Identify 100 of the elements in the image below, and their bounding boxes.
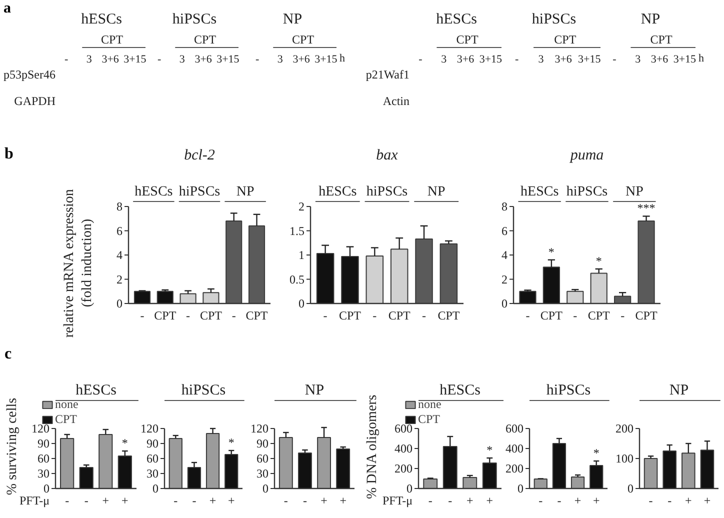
chart-title: bcl-2	[184, 148, 216, 164]
y-tick-label: 1	[298, 248, 304, 262]
chart-title: puma	[569, 148, 604, 164]
text: 3+15	[124, 54, 147, 66]
x-tick-label: -	[668, 494, 672, 508]
text: -	[418, 54, 423, 66]
x-tick-label: +	[486, 494, 494, 508]
legend-label: CPT	[55, 412, 78, 427]
y-tick-label: 0	[518, 482, 524, 496]
x-tick-label: CPT	[438, 308, 460, 322]
y-tick-label: 200	[506, 462, 524, 476]
text: CPT	[194, 32, 216, 46]
x-tick-label: +	[102, 494, 110, 508]
x-tick-label: CPT	[635, 308, 658, 322]
x-tick-label: -	[428, 494, 432, 508]
x-tick-label: -	[573, 308, 578, 322]
x-tick-label: +	[592, 494, 600, 508]
x-tick-label: -	[557, 494, 562, 508]
text: CPT	[101, 32, 124, 46]
y-tick-label: 2	[116, 272, 122, 286]
text: hESCs	[134, 184, 173, 200]
text: 3	[441, 54, 448, 66]
y-tick-label: 120	[250, 422, 268, 436]
x-tick-label: CPT	[200, 308, 223, 322]
y-tick-label: 0.5	[290, 272, 304, 286]
y-tick-label: 100	[616, 452, 634, 466]
text: h	[698, 52, 704, 64]
y-tick-label: 0	[406, 482, 412, 496]
y-tick-label: 8	[502, 200, 508, 214]
text: hiPSCs	[178, 184, 220, 200]
y-tick-label: 4	[116, 248, 122, 262]
text: 3+15	[479, 54, 503, 66]
text: b	[4, 146, 14, 162]
text: 3+15	[314, 54, 338, 66]
x-tick-label: -	[538, 494, 543, 508]
y-tick-label: 200	[616, 422, 634, 436]
x-tick-label: -	[302, 494, 307, 508]
text: 3+6	[292, 54, 310, 66]
x-tick-label: +	[466, 494, 474, 508]
x-tick-label: -	[372, 308, 377, 322]
y-tick-label: 60	[256, 452, 268, 466]
x-tick-label: +	[340, 494, 347, 508]
legend-label: none	[55, 397, 78, 412]
category-label: NP	[640, 12, 660, 28]
x-tick-label: CPT	[588, 308, 611, 322]
chart-title: NP	[669, 382, 689, 398]
y-tick-label: 0	[628, 482, 634, 496]
chart-title: hiPSCs	[546, 382, 591, 398]
y-tick-label: 2	[298, 200, 304, 214]
text: c	[4, 346, 12, 362]
y-tick-label: 0	[116, 296, 122, 310]
y-tick-label: 0	[262, 482, 268, 496]
text: 3+6	[194, 54, 212, 66]
text: hiPSCs	[366, 184, 408, 200]
text: p21Waf1	[366, 68, 410, 82]
y-tick-label: 60	[38, 452, 50, 466]
x-tick-label: CPT	[246, 308, 268, 322]
x-tick-label: CPT	[388, 308, 412, 322]
y-tick-label: 200	[394, 462, 412, 476]
x-tick-label: -	[192, 494, 196, 508]
x-tick-label: +	[685, 494, 692, 508]
x-tick-label: -	[232, 308, 236, 322]
x-tick-label: -	[284, 494, 288, 508]
y-tick-label: 0	[44, 482, 50, 496]
category-label: hESCs	[436, 12, 478, 28]
chart-title: hESCs	[76, 382, 117, 398]
text: 3	[179, 54, 185, 66]
x-tick-label: -	[448, 494, 452, 508]
text: CPT	[292, 32, 314, 46]
y-tick-label: 400	[394, 442, 412, 456]
text: hESCs	[520, 184, 559, 200]
text: 3+6	[456, 54, 475, 66]
data-label: *	[122, 436, 128, 450]
data-label: *	[593, 446, 600, 460]
text: -	[255, 54, 260, 66]
data-label: ***	[637, 201, 656, 216]
text: 3	[277, 54, 283, 66]
text: NP	[427, 184, 446, 200]
y-tick-label: 4	[502, 248, 508, 262]
x-tick-label: CPT	[540, 308, 564, 322]
text: 3	[538, 54, 544, 66]
text: p53pSer46	[4, 68, 56, 82]
x-tick-label: -	[526, 308, 530, 322]
y-axis-title: relative mRNA expression (fold induction)	[62, 189, 95, 338]
text: -	[612, 54, 616, 66]
x-tick-label: -	[140, 308, 144, 322]
text: 3+6	[554, 54, 572, 66]
text: 3+15	[216, 54, 240, 66]
chart-title: NP	[304, 382, 324, 398]
text: CPT	[456, 32, 479, 46]
y-tick-label: 90	[38, 436, 50, 450]
category-label: hiPSCs	[532, 12, 576, 28]
x-axis-title: PFT-μ	[19, 494, 50, 508]
y-tick-label: 30	[146, 466, 158, 480]
text: 3+6	[650, 54, 668, 66]
data-label: *	[596, 254, 602, 268]
x-tick-label: +	[320, 494, 328, 508]
x-tick-label: -	[84, 494, 88, 508]
x-tick-label: -	[65, 494, 70, 508]
legend-label: none	[418, 397, 442, 412]
